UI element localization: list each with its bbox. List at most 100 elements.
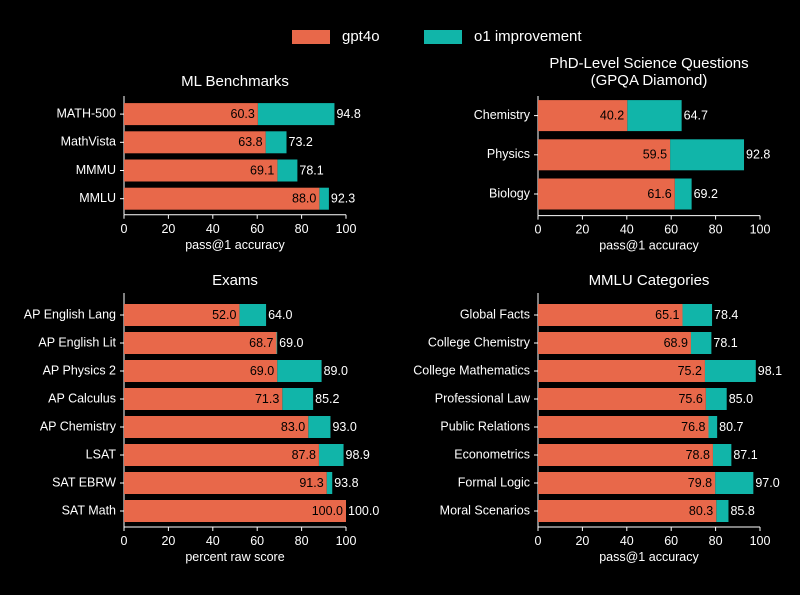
legend-item-o1-improvement: o1 improvement — [424, 28, 582, 45]
chart-2-value-o1: 98.9 — [346, 448, 370, 462]
chart-3-value-gpt4o: 80.3 — [689, 504, 713, 518]
chart-3-bar-gpt4o — [538, 388, 706, 410]
chart-3-category-label: College Mathematics — [413, 363, 530, 377]
legend-label-o1-improvement: o1 improvement — [474, 28, 582, 45]
chart-1-category-label: Physics — [487, 147, 530, 161]
chart-0-x-tick-label: 0 — [121, 222, 128, 236]
chart-2-x-tick-label: 80 — [295, 534, 309, 548]
legend-swatch-gpt4o — [292, 29, 330, 44]
chart-0-bar-improvement — [319, 187, 329, 210]
chart-2-x-tick-label: 100 — [336, 534, 357, 548]
chart-2-value-o1: 64.0 — [268, 308, 292, 322]
chart-0-category-label: MathVista — [61, 135, 116, 149]
chart-3-value-o1: 78.4 — [714, 308, 738, 322]
legend-label-gpt4o: gpt4o — [342, 28, 380, 45]
chart-0-category-label: MMLU — [79, 191, 116, 205]
chart-1-category-label: Biology — [489, 186, 531, 200]
chart-3-x-tick-label: 0 — [535, 534, 542, 548]
chart-1-bar-improvement — [674, 178, 692, 210]
chart-2-value-gpt4o: 91.3 — [299, 476, 323, 490]
chart-3-category-label: Formal Logic — [458, 475, 530, 489]
chart-2-category-label: AP Chemistry — [40, 419, 117, 433]
chart-0-value-o1: 78.1 — [299, 163, 323, 177]
chart-3-bar-gpt4o — [538, 360, 705, 382]
chart-2-bar-improvement — [277, 360, 322, 382]
chart-3-value-o1: 97.0 — [755, 476, 779, 490]
chart-0-bar-gpt4o — [124, 103, 258, 126]
chart-3-value-gpt4o: 78.8 — [686, 448, 710, 462]
chart-0-value-gpt4o: 88.0 — [292, 191, 316, 205]
chart-0-bar-gpt4o — [124, 159, 278, 182]
chart-1-x-axis-label: pass@1 accuracy — [599, 239, 699, 253]
chart-3-category-label: Moral Scenarios — [440, 503, 530, 517]
chart-3-value-o1: 87.1 — [733, 448, 757, 462]
chart-1-x-tick-label: 60 — [664, 223, 678, 237]
chart-3-value-gpt4o: 75.2 — [678, 364, 702, 378]
chart-0-x-tick-label: 40 — [206, 222, 220, 236]
chart-0-x-tick-label: 80 — [295, 222, 309, 236]
chart-2-bar-gpt4o — [124, 416, 309, 438]
chart-2-bar-improvement — [276, 332, 278, 354]
legend-item-gpt4o: gpt4o — [292, 28, 380, 45]
chart-2-value-gpt4o: 100.0 — [312, 504, 343, 518]
chart-1-x-tick-label: 100 — [750, 223, 771, 237]
chart-1-value-o1: 64.7 — [684, 108, 708, 122]
chart-3-value-gpt4o: 75.6 — [678, 392, 702, 406]
chart-3-category-label: Econometrics — [454, 447, 530, 461]
chart-3-x-axis-label: pass@1 accuracy — [599, 550, 699, 564]
chart-2-bar-gpt4o — [124, 388, 283, 410]
chart-2-value-o1: 89.0 — [324, 364, 348, 378]
chart-3-value-o1: 78.1 — [713, 336, 737, 350]
chart-0-value-o1: 73.2 — [289, 135, 313, 149]
chart-1-x-tick-label: 0 — [535, 223, 542, 237]
chart-3-value-o1: 85.0 — [729, 392, 753, 406]
chart-3-bar-improvement — [682, 304, 713, 326]
chart-1-value-gpt4o: 59.5 — [643, 148, 667, 162]
chart-3-category-label: College Chemistry — [428, 335, 531, 349]
chart-2-category-label: AP Calculus — [48, 391, 116, 405]
chart-3-bar-gpt4o — [538, 332, 691, 354]
chart-1-bar-gpt4o — [538, 100, 628, 132]
chart-0-value-gpt4o: 69.1 — [250, 163, 274, 177]
chart-2-bar-improvement — [308, 416, 331, 438]
chart-0-bar-improvement — [265, 131, 287, 154]
chart-2-category-label: SAT Math — [62, 503, 116, 517]
chart-2-value-gpt4o: 87.8 — [292, 448, 316, 462]
chart-3-value-gpt4o: 68.9 — [664, 336, 688, 350]
chart-3-bar-improvement — [716, 500, 729, 522]
chart-3-value-gpt4o: 76.8 — [681, 420, 705, 434]
chart-3-bar-gpt4o — [538, 416, 709, 438]
chart-0-value-o1: 92.3 — [331, 191, 355, 205]
chart-3-bar-improvement — [708, 416, 718, 438]
chart-2-category-label: AP English Lang — [24, 307, 116, 321]
chart-2-title: Exams — [212, 272, 258, 289]
chart-0-x-tick-label: 20 — [161, 222, 175, 236]
chart-2-value-o1: 85.2 — [315, 392, 339, 406]
chart-3-bar-improvement — [705, 388, 727, 410]
chart-3-title: MMLU Categories — [589, 272, 710, 289]
chart-2-bar-gpt4o — [124, 472, 327, 494]
chart-0-bar-gpt4o — [124, 131, 266, 154]
chart-3-x-tick-label: 40 — [620, 534, 634, 548]
chart-3-x-tick-label: 60 — [664, 534, 678, 548]
chart-3-category-label: Global Facts — [460, 307, 530, 321]
chart-2-value-gpt4o: 68.7 — [249, 336, 273, 350]
chart-2-bar-gpt4o — [124, 304, 240, 326]
chart-3-bar-improvement — [715, 472, 754, 494]
chart-0-bar-improvement — [257, 103, 335, 126]
chart-3-value-o1: 80.7 — [719, 420, 743, 434]
chart-1-category-label: Chemistry — [474, 108, 531, 122]
chart-1-subtitle: (GPQA Diamond) — [591, 72, 708, 89]
chart-3-value-o1: 85.8 — [730, 504, 754, 518]
chart-2-bar-gpt4o — [124, 500, 346, 522]
chart-1-bar-gpt4o — [538, 139, 671, 171]
chart-0-value-gpt4o: 63.8 — [238, 135, 262, 149]
chart-1-bar-improvement — [627, 100, 682, 132]
chart-2-category-label: AP Physics 2 — [43, 363, 116, 377]
chart-3-bar-gpt4o — [538, 500, 717, 522]
chart-1-title: PhD-Level Science Questions — [549, 55, 748, 72]
legend: gpt4o o1 improvement — [0, 28, 800, 50]
chart-3-bar-gpt4o — [538, 444, 713, 466]
chart-0-category-label: MATH-500 — [56, 106, 116, 120]
